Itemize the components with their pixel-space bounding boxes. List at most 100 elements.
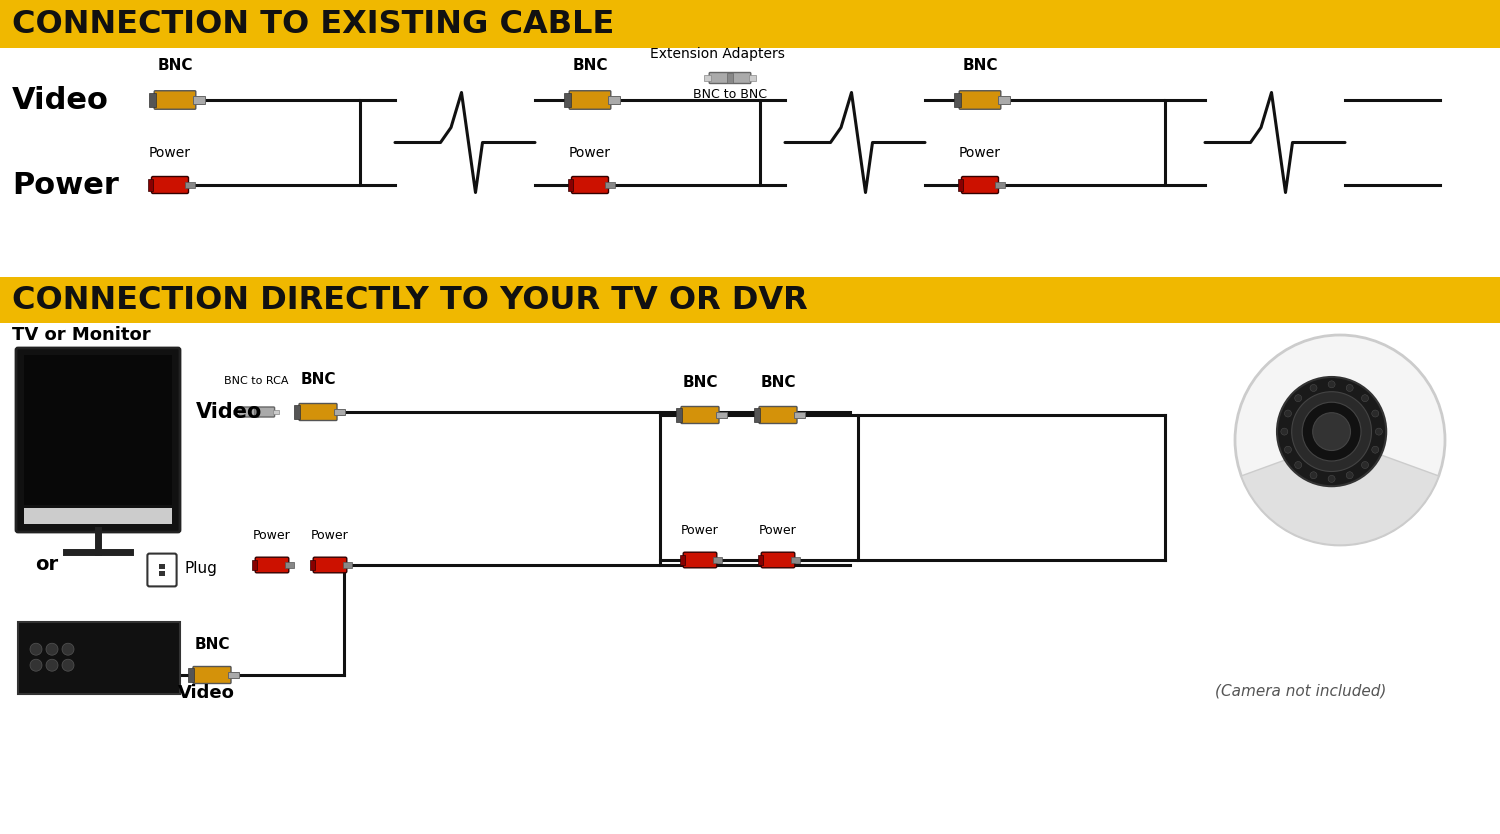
Bar — [228, 672, 238, 678]
Bar — [194, 97, 206, 103]
Bar — [994, 182, 1005, 188]
FancyBboxPatch shape — [298, 404, 338, 420]
Bar — [148, 93, 156, 108]
FancyBboxPatch shape — [568, 91, 610, 109]
Circle shape — [1346, 472, 1353, 479]
Text: BNC: BNC — [195, 637, 230, 652]
Bar — [254, 407, 258, 417]
Circle shape — [1376, 428, 1383, 435]
Text: Power: Power — [568, 146, 610, 160]
Bar — [159, 565, 165, 569]
Circle shape — [1281, 428, 1288, 435]
Bar — [184, 182, 195, 188]
Bar — [704, 75, 711, 81]
Circle shape — [62, 643, 74, 656]
Bar — [676, 409, 682, 422]
Circle shape — [1372, 446, 1378, 453]
Text: BNC: BNC — [300, 372, 336, 387]
Bar — [148, 179, 153, 191]
Circle shape — [1310, 472, 1317, 479]
Bar — [564, 93, 570, 108]
FancyBboxPatch shape — [958, 91, 1000, 109]
FancyBboxPatch shape — [255, 557, 290, 573]
Bar — [344, 562, 352, 567]
Text: BNC: BNC — [963, 58, 998, 73]
Circle shape — [1328, 475, 1335, 482]
Bar — [232, 409, 240, 414]
FancyBboxPatch shape — [16, 348, 180, 532]
Bar — [758, 555, 764, 565]
Text: BNC: BNC — [760, 375, 795, 390]
Bar — [24, 508, 172, 524]
Bar — [0, 0, 1500, 48]
Bar — [310, 560, 315, 570]
Bar — [958, 179, 963, 191]
Circle shape — [30, 659, 42, 671]
Circle shape — [1294, 394, 1302, 402]
Text: TV or Monitor: TV or Monitor — [12, 326, 150, 344]
Text: Power: Power — [310, 529, 350, 542]
Bar — [24, 355, 172, 505]
Circle shape — [1310, 384, 1317, 391]
Circle shape — [62, 659, 74, 671]
Circle shape — [1312, 413, 1350, 450]
Circle shape — [46, 659, 58, 671]
Text: Power: Power — [759, 524, 796, 537]
FancyBboxPatch shape — [681, 406, 718, 424]
Bar — [954, 93, 960, 108]
Circle shape — [1234, 335, 1444, 545]
Text: Video: Video — [196, 402, 262, 422]
Bar — [294, 405, 300, 419]
Bar — [794, 412, 806, 418]
Text: Video: Video — [178, 684, 236, 702]
Bar — [188, 668, 195, 681]
Text: BNC: BNC — [573, 58, 608, 73]
FancyBboxPatch shape — [152, 177, 189, 193]
Circle shape — [1362, 461, 1368, 469]
Circle shape — [1346, 384, 1353, 391]
Text: Extension Adapters: Extension Adapters — [650, 47, 784, 61]
Text: (Camera not included): (Camera not included) — [1215, 683, 1386, 698]
Bar — [792, 557, 801, 562]
Bar — [716, 412, 728, 418]
FancyBboxPatch shape — [962, 177, 999, 193]
FancyBboxPatch shape — [682, 552, 717, 568]
Text: Power: Power — [681, 524, 718, 537]
Bar — [0, 277, 1500, 323]
Text: BNC to BNC: BNC to BNC — [693, 88, 766, 101]
Bar — [604, 182, 615, 188]
Bar — [680, 555, 686, 565]
FancyBboxPatch shape — [572, 177, 609, 193]
Circle shape — [30, 643, 42, 656]
Circle shape — [1284, 446, 1292, 453]
Circle shape — [1294, 461, 1302, 469]
Circle shape — [1292, 392, 1371, 471]
Circle shape — [46, 643, 58, 656]
Bar — [568, 179, 573, 191]
Bar — [748, 75, 756, 81]
FancyBboxPatch shape — [237, 407, 274, 417]
FancyBboxPatch shape — [314, 557, 346, 573]
Text: Video: Video — [12, 86, 110, 114]
FancyBboxPatch shape — [760, 552, 795, 568]
Bar — [273, 409, 279, 414]
FancyBboxPatch shape — [147, 554, 177, 586]
Bar — [728, 73, 732, 83]
Text: Power: Power — [12, 170, 119, 199]
Text: CONNECTION DIRECTLY TO YOUR TV OR DVR: CONNECTION DIRECTLY TO YOUR TV OR DVR — [12, 284, 807, 315]
Text: Power: Power — [958, 146, 1000, 160]
Text: BNC to RCA: BNC to RCA — [224, 376, 288, 386]
FancyBboxPatch shape — [194, 666, 231, 684]
Text: Power: Power — [254, 529, 291, 542]
Bar — [252, 560, 257, 570]
Bar — [998, 97, 1010, 103]
Circle shape — [1372, 410, 1378, 417]
Circle shape — [1276, 377, 1386, 486]
Bar — [285, 562, 294, 567]
Text: or: or — [34, 555, 58, 575]
FancyBboxPatch shape — [759, 406, 796, 424]
Bar — [18, 622, 180, 694]
Bar — [754, 409, 760, 422]
Text: Plug: Plug — [184, 560, 218, 575]
Circle shape — [1302, 402, 1360, 461]
